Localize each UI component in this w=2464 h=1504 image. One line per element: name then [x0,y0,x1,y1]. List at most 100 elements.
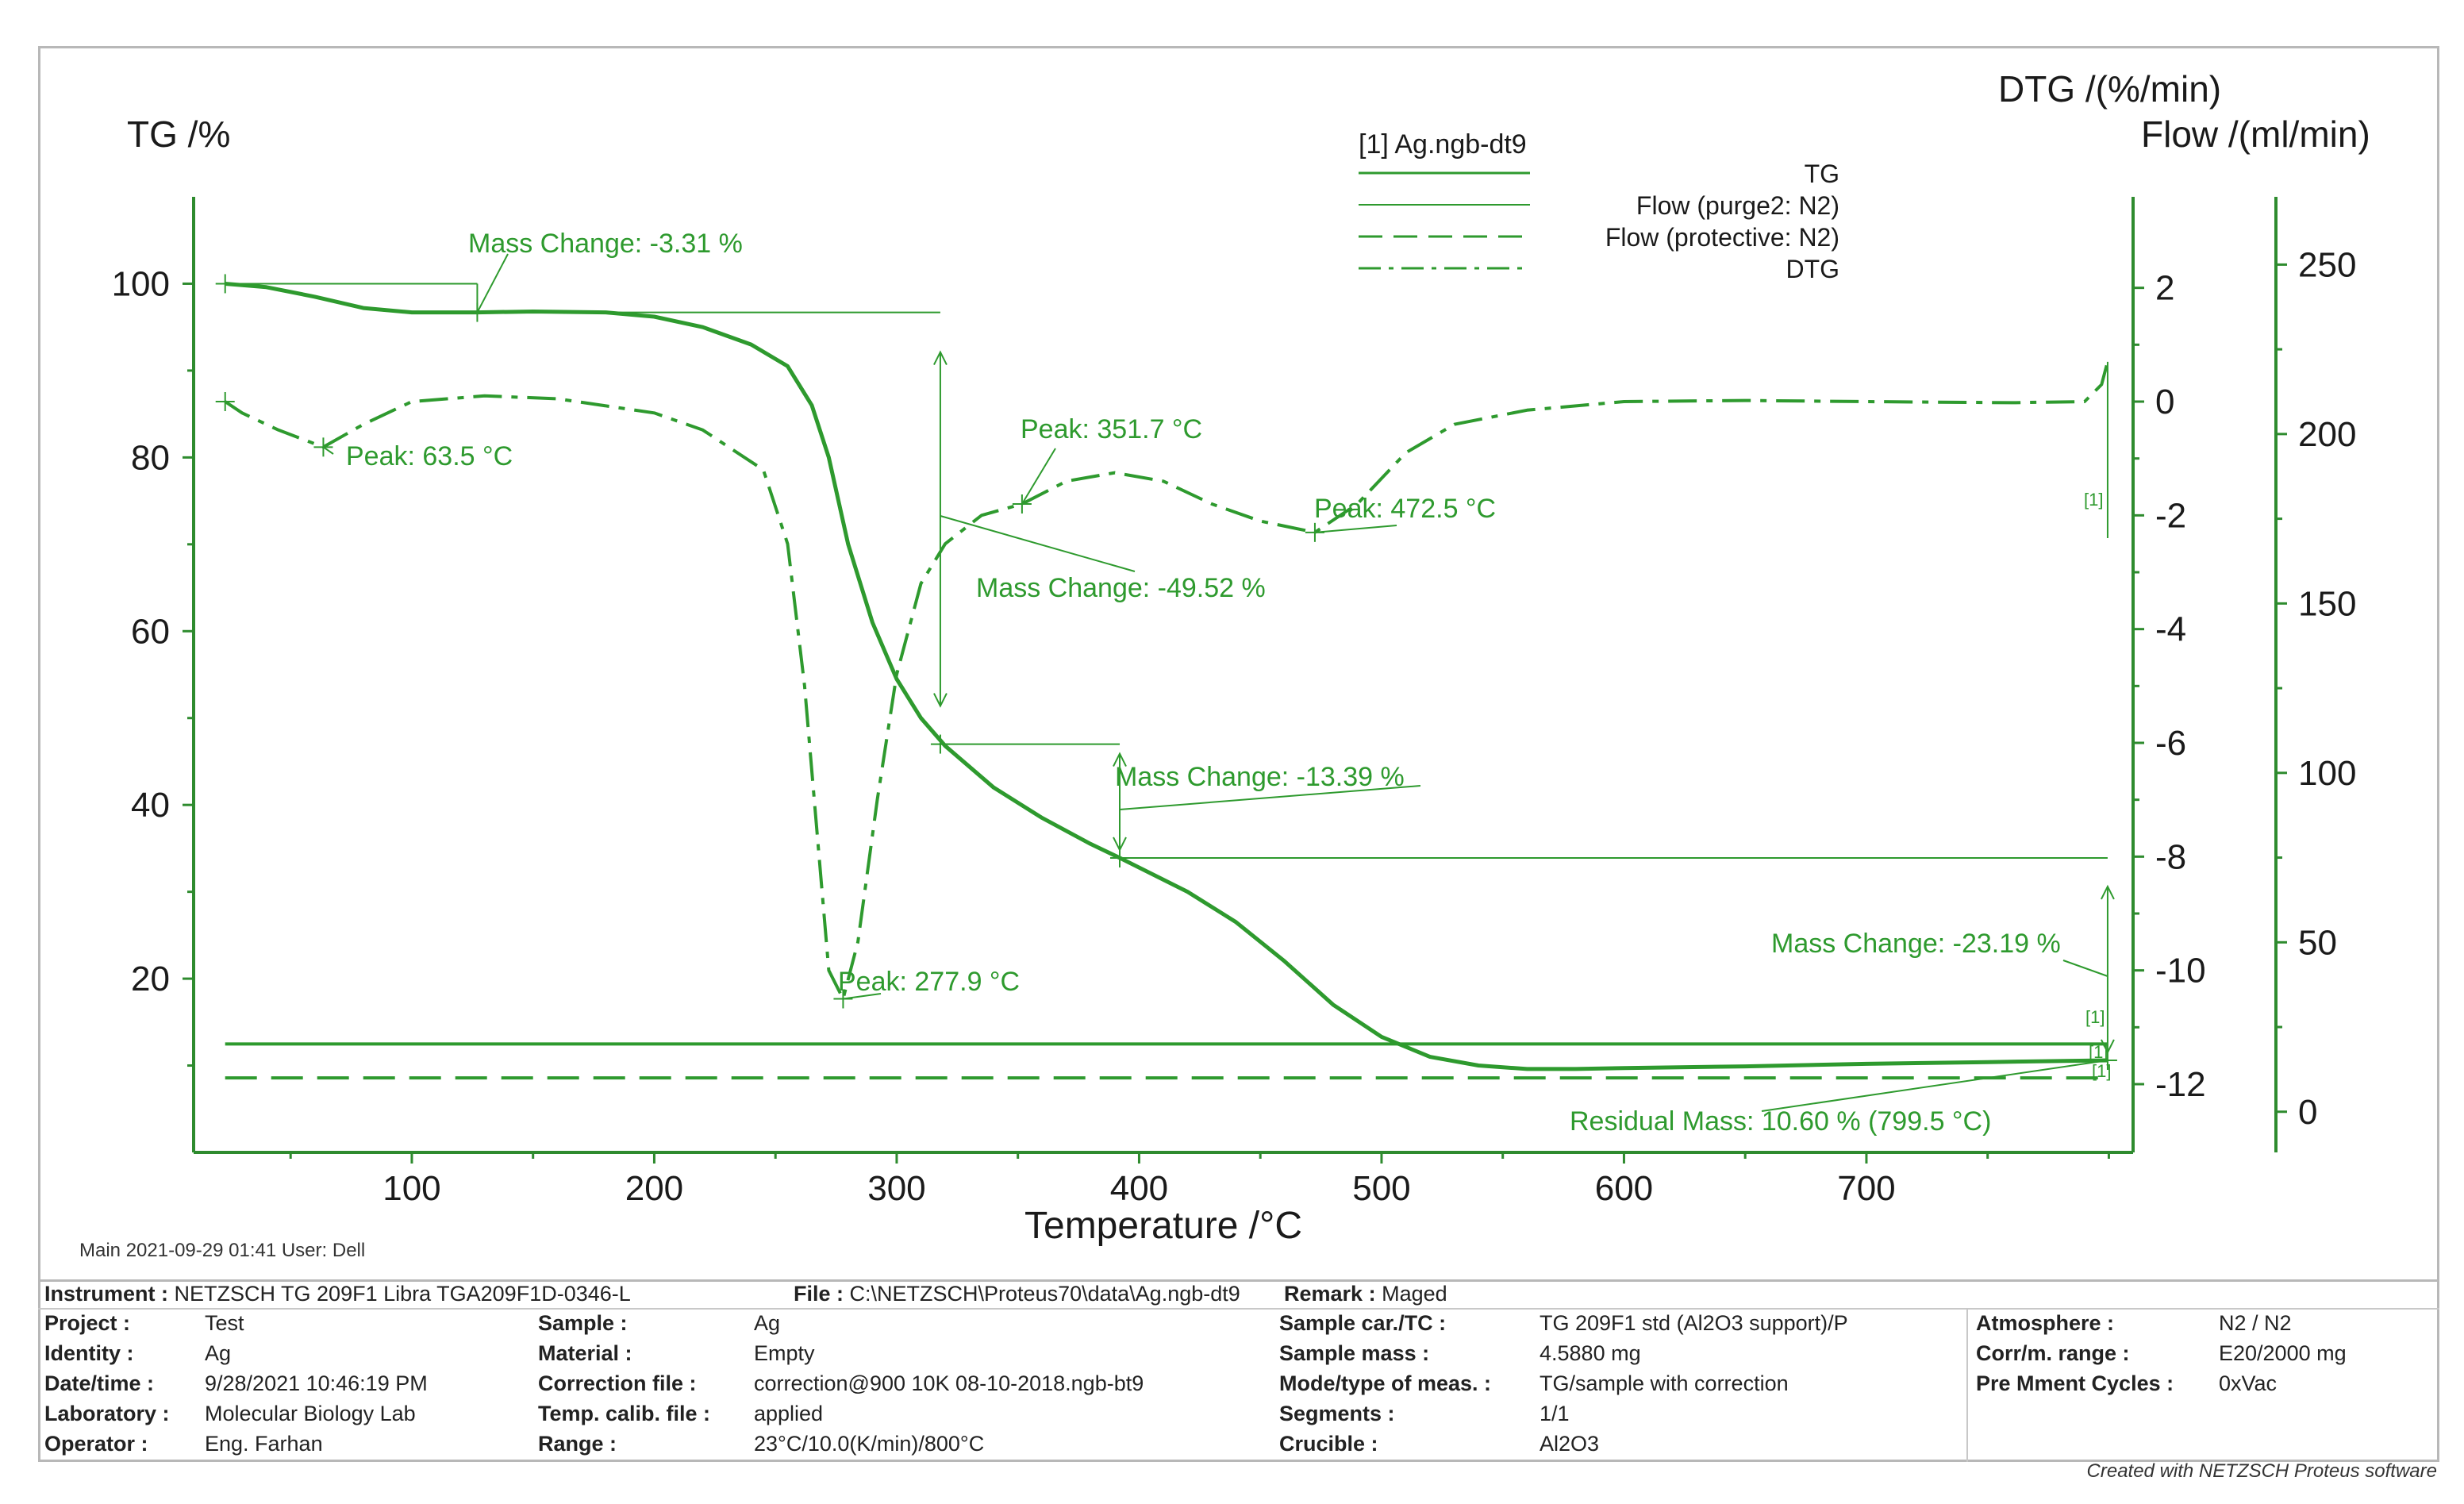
x-tick-label: 200 [625,1169,683,1208]
annotation-label: Mass Change: -49.52 % [976,573,1266,603]
info-label: Segments : [1279,1402,1395,1425]
arrow-head [933,693,948,708]
step1-leader [476,253,509,313]
info-label: Laboratory : [44,1402,170,1425]
dtg-axis-title: DTG /(%/min) [1998,68,2221,110]
dtg-tick-label: 2 [2155,269,2174,308]
arrow-head [2101,884,2115,900]
legend-title: [1] Ag.ngb-dt9 [1359,129,1527,160]
file-label: File : [794,1282,844,1306]
info-value: TG/sample with correction [1540,1371,1789,1395]
legend-entry: Flow (purge2: N2) [1636,191,1839,220]
dtg-tick-label: -6 [2155,724,2186,763]
x-tick-label: 700 [1837,1169,1895,1208]
instrument-row: Instrument : NETZSCH TG 209F1 Libra TGA2… [44,1282,631,1306]
dtg-tick-label: 0 [2155,383,2174,421]
info-label: Project : [44,1311,131,1335]
info-value: 1/1 [1540,1402,1570,1425]
info-label: Operator : [44,1432,148,1456]
annotation-label: Peak: 472.5 °C [1314,494,1496,524]
flow-tick-label: 250 [2298,245,2356,284]
legend-entry: TG [1805,160,1839,188]
info-label: Crucible : [1279,1432,1378,1456]
info-label: Pre Mment Cycles : [1976,1371,2174,1395]
peak-leader [1314,525,1397,533]
residual-leader [1761,1059,2108,1112]
annotation-label: Peak: 277.9 °C [838,967,1020,997]
info-label: Sample : [538,1311,628,1335]
info-label: Sample car./TC : [1279,1311,1447,1335]
tg-tick-label: 80 [131,438,170,477]
peak-leader [1021,448,1056,505]
created-with: Created with NETZSCH Proteus software [2086,1460,2437,1482]
info-value: correction@900 10K 08-10-2018.ngb-bt9 [754,1371,1144,1395]
x-tick-label: 300 [867,1169,925,1208]
info-value: E20/2000 mg [2219,1341,2347,1365]
step4-leader [2062,960,2108,977]
info-label: Mode/type of meas. : [1279,1371,1492,1395]
legend-entry: Flow (protective: N2) [1605,223,1839,252]
step2-leader [940,515,1136,572]
info-column-divider [1966,1310,1968,1462]
tg-tick-label: 100 [112,264,170,303]
annotation-label: Mass Change: -3.31 % [468,229,743,259]
x-tick-label: 500 [1352,1169,1410,1208]
info-value: Eng. Farhan [205,1432,323,1456]
remark-row: Remark : Maged [1284,1282,1447,1306]
info-value: Ag [754,1311,781,1335]
info-label: Material : [538,1341,632,1365]
tg-tick-label: 40 [131,786,170,825]
info-label: Date/time : [44,1371,155,1395]
info-value: Empty [754,1341,815,1365]
flow-tick-label: 0 [2298,1093,2317,1132]
info-separator [38,1308,2439,1310]
info-value: 23°C/10.0(K/min)/800°C [754,1432,985,1456]
annotation-guides [215,253,2117,1112]
remark-label: Remark : [1284,1282,1376,1306]
arrow-head [933,350,948,366]
annotation-label: Mass Change: -13.39 % [1115,762,1405,792]
instrument-value: NETZSCH TG 209F1 Libra TGA209F1D-0346-L [174,1282,631,1306]
x-tick-label: 400 [1110,1169,1168,1208]
segment-label: [1] [2092,1061,2111,1081]
info-label: Atmosphere : [1976,1311,2115,1335]
annotation-label: Peak: 351.7 °C [1021,414,1202,444]
axes-layer [183,197,2287,1164]
info-value: 9/28/2021 10:46:19 PM [205,1371,428,1395]
arrow-head [1113,752,1127,767]
peak-leader [843,993,882,1000]
info-value: Al2O3 [1540,1432,1600,1456]
dtg-tick-label: -4 [2155,610,2186,649]
step3-leader [1119,785,1421,810]
info-value: Test [205,1311,244,1335]
tg-tick-label: 60 [131,612,170,651]
flow-tick-label: 100 [2298,754,2356,793]
dtg-tick-label: -2 [2155,496,2186,535]
dtg-tick-label: -10 [2155,952,2206,990]
x-tick-label: 100 [382,1169,440,1208]
series-tg [225,282,2108,1071]
segment-label: [1] [2089,1042,2108,1062]
file-row: File : C:\NETZSCH\Proteus70\data\Ag.ngb-… [794,1282,1240,1306]
legend-entry: DTG [1786,255,1839,283]
x-axis-title: Temperature /°C [1024,1205,1302,1247]
peak-leader [322,446,334,455]
info-label: Temp. calib. file : [538,1402,711,1425]
remark-value: Maged [1382,1282,1447,1306]
info-label: Identity : [44,1341,134,1365]
annotation-label: Peak: 63.5 °C [346,441,513,471]
annotation-label: Mass Change: -23.19 % [1771,929,2061,959]
tg-tick-label: 20 [131,960,170,998]
flow-tick-label: 50 [2298,923,2337,962]
info-panel [38,1279,2439,1464]
instrument-label: Instrument : [44,1282,169,1306]
file-value: C:\NETZSCH\Proteus70\data\Ag.ngb-dt9 [849,1282,1240,1306]
info-label: Sample mass : [1279,1341,1430,1365]
flow-tick-label: 150 [2298,584,2356,623]
info-value: N2 / N2 [2219,1311,2292,1335]
info-label: Correction file : [538,1371,697,1395]
tg-axis-title: TG /% [127,113,230,155]
dtg-tick-label: -8 [2155,837,2186,876]
annotation-label: Residual Mass: 10.60 % (799.5 °C) [1570,1106,1991,1137]
